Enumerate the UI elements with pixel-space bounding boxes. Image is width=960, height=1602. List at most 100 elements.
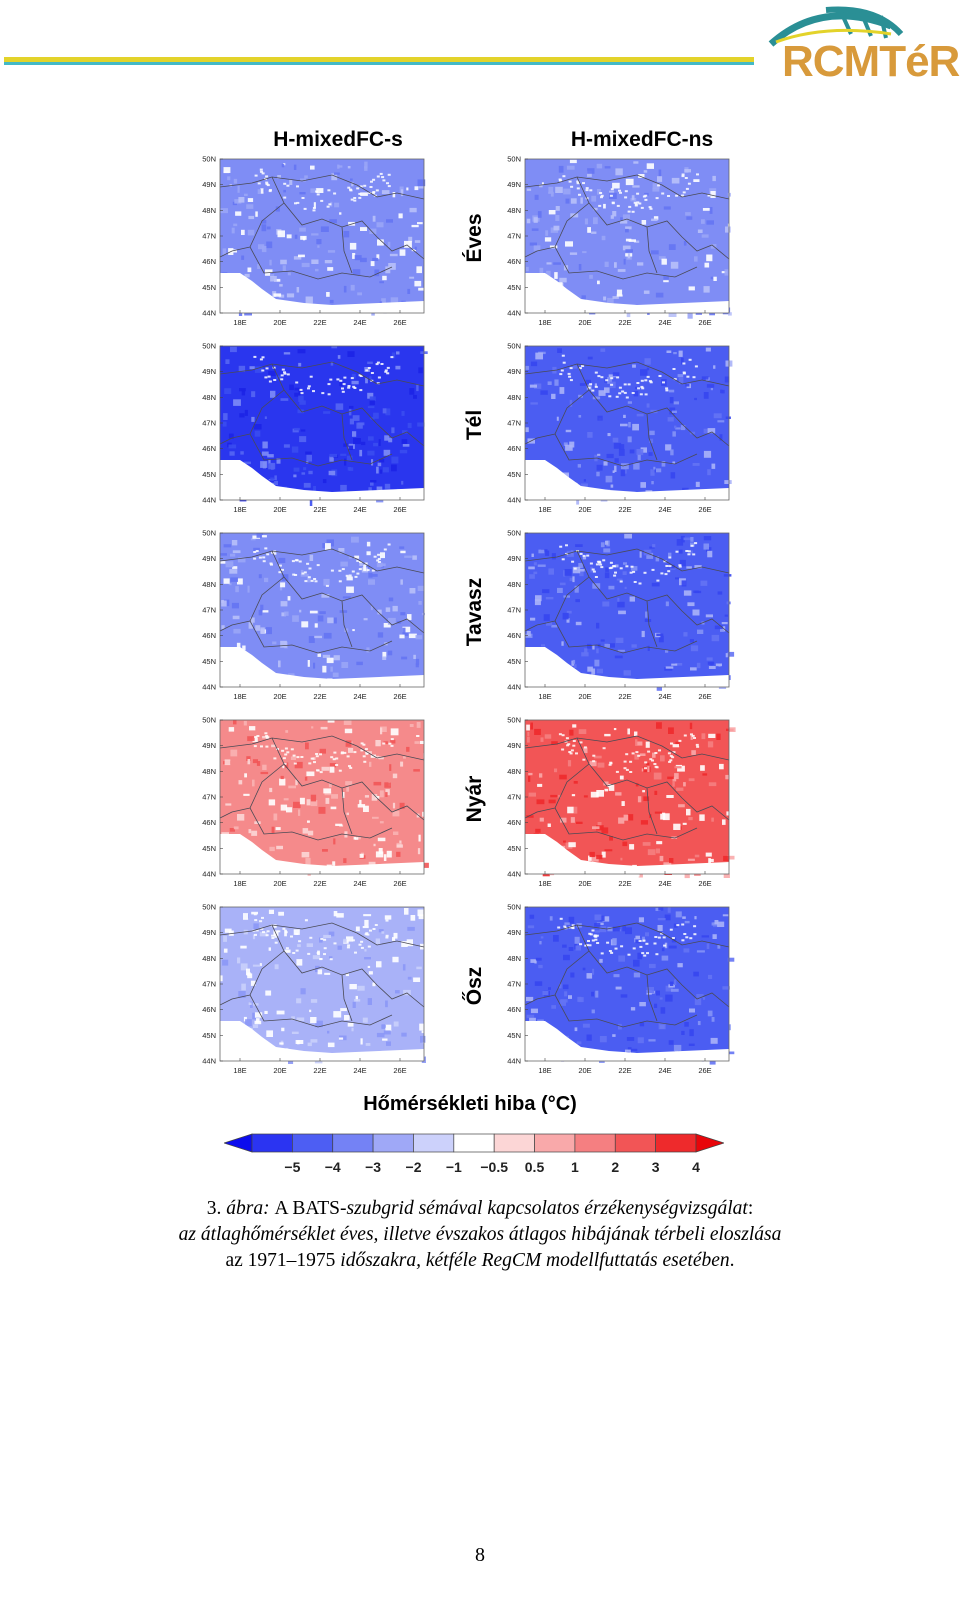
lat-tick-label: 50N xyxy=(202,903,216,912)
colorbar-segment xyxy=(292,1133,334,1153)
lon-tick-label: 20E xyxy=(273,692,286,701)
colorbar-segment xyxy=(655,1133,697,1153)
colorbar-arrow-left xyxy=(224,1133,253,1153)
row-label-tavasz: Tavasz xyxy=(463,577,486,647)
colorbar-title: Hőmérsékleti hiba (°C) xyxy=(363,1093,577,1115)
lon-tick-label: 20E xyxy=(273,1066,286,1075)
lat-tick-label: 50N xyxy=(202,716,216,725)
lat-tick-label: 47N xyxy=(202,980,216,989)
rcmter-logo: RCMTéR xyxy=(782,37,960,86)
colorbar-tick-label: 0.5 xyxy=(525,1159,545,1175)
lat-tick-label: 48N xyxy=(507,393,521,402)
lat-tick-label: 46N xyxy=(507,1005,521,1014)
lon-tick-label: 22E xyxy=(313,505,326,514)
figure-caption: 3. ábra: A BATS-szubgrid sémával kapcsol… xyxy=(80,1196,880,1274)
lon-tick-label: 24E xyxy=(353,879,366,888)
lon-tick-label: 18E xyxy=(538,1066,551,1075)
colorbar-segment xyxy=(413,1133,455,1153)
caption-colon: : xyxy=(747,1198,754,1219)
lat-tick-label: 48N xyxy=(202,580,216,589)
lon-tick-label: 22E xyxy=(313,879,326,888)
lon-tick-label: 24E xyxy=(658,1066,671,1075)
lon-tick-label: 20E xyxy=(578,692,591,701)
lat-tick-label: 50N xyxy=(202,155,216,164)
lon-tick-label: 26E xyxy=(393,505,406,514)
lon-tick-label: 24E xyxy=(658,318,671,327)
row-label-nyar: Nyár xyxy=(463,775,486,823)
lat-tick-label: 50N xyxy=(507,716,521,725)
lon-tick-label: 26E xyxy=(698,505,711,514)
lat-tick-label: 47N xyxy=(507,606,521,615)
lat-tick-label: 46N xyxy=(202,257,216,266)
lat-tick-label: 44N xyxy=(507,1057,521,1066)
lat-tick-label: 45N xyxy=(507,470,521,479)
row-label-osz: Ősz xyxy=(463,966,486,1006)
lon-tick-label: 18E xyxy=(538,505,551,514)
lat-tick-label: 50N xyxy=(507,155,521,164)
lat-tick-label: 48N xyxy=(202,393,216,402)
map-panel-4-ns: 50N 49N 48N 47N 46N 45N 44N 18E 20E 22E 24E 26E xyxy=(497,903,757,1083)
colorbar-tick-label: −2 xyxy=(406,1159,422,1175)
colorbar-tick-label: −1 xyxy=(446,1159,462,1175)
header-rule-teal xyxy=(4,62,754,65)
lon-tick-label: 24E xyxy=(353,692,366,701)
lat-tick-label: 46N xyxy=(507,631,521,640)
colorbar-segment xyxy=(574,1133,616,1153)
colorbar-tick-label: 4 xyxy=(692,1159,700,1175)
caption-line1-text: szubgrid sémával kapcsolatos érzékenység… xyxy=(346,1198,748,1219)
lat-tick-label: 49N xyxy=(202,554,216,563)
lat-tick-label: 49N xyxy=(202,180,216,189)
colorbar-segment xyxy=(534,1133,576,1153)
lon-tick-label: 20E xyxy=(273,505,286,514)
lat-tick-label: 44N xyxy=(507,309,521,318)
lat-tick-label: 45N xyxy=(507,283,521,292)
lat-tick-label: 48N xyxy=(507,206,521,215)
lat-tick-label: 44N xyxy=(202,870,216,879)
map-panel-0-ns: 50N 49N 48N 47N 46N 45N 44N 18E 20E 22E 24E 26E xyxy=(497,155,757,335)
lat-tick-label: 50N xyxy=(507,529,521,538)
lat-tick-label: 50N xyxy=(202,529,216,538)
lat-tick-label: 46N xyxy=(507,444,521,453)
lon-tick-label: 22E xyxy=(618,505,631,514)
lon-tick-label: 18E xyxy=(538,318,551,327)
caption-line3-text: időszakra, kétféle RegCM modellfuttatás … xyxy=(335,1250,730,1271)
lon-tick-label: 20E xyxy=(273,318,286,327)
caption-line-1: 3. ábra: A BATS-szubgrid sémával kapcsol… xyxy=(80,1196,880,1222)
lon-tick-label: 26E xyxy=(393,692,406,701)
lon-tick-label: 22E xyxy=(618,692,631,701)
lat-tick-label: 45N xyxy=(202,283,216,292)
lat-tick-label: 44N xyxy=(507,870,521,879)
lat-tick-label: 50N xyxy=(202,342,216,351)
lat-tick-label: 47N xyxy=(507,232,521,241)
lon-tick-label: 26E xyxy=(698,318,711,327)
lat-tick-label: 45N xyxy=(507,844,521,853)
colorbar-segment xyxy=(332,1133,374,1153)
lat-tick-label: 48N xyxy=(202,954,216,963)
map-panel-3-ns: 50N 49N 48N 47N 46N 45N 44N 18E 20E 22E 24E 26E xyxy=(497,716,757,896)
header-rule-yellow xyxy=(4,57,754,62)
lat-tick-label: 45N xyxy=(202,844,216,853)
lat-tick-label: 46N xyxy=(202,631,216,640)
lat-tick-label: 45N xyxy=(507,657,521,666)
lon-tick-label: 24E xyxy=(658,692,671,701)
lon-tick-label: 18E xyxy=(233,505,246,514)
lon-tick-label: 18E xyxy=(233,1066,246,1075)
map-panel-1-s: 50N 49N 48N 47N 46N 45N 44N 18E 20E 22E 24E 26E xyxy=(192,342,452,522)
lon-tick-label: 26E xyxy=(698,692,711,701)
lon-tick-label: 20E xyxy=(578,505,591,514)
lat-tick-label: 48N xyxy=(202,206,216,215)
lat-tick-label: 49N xyxy=(202,928,216,937)
column-title-s: H-mixedFC-s xyxy=(273,128,403,151)
lon-tick-label: 22E xyxy=(313,1066,326,1075)
column-title-ns: H-mixedFC-ns xyxy=(570,128,714,151)
lat-tick-label: 46N xyxy=(202,1005,216,1014)
row-label-eves: Éves xyxy=(463,213,486,263)
colorbar-arrow-right xyxy=(695,1133,724,1153)
lon-tick-label: 24E xyxy=(353,505,366,514)
colorbar-tick-label: −5 xyxy=(284,1159,300,1175)
lon-tick-label: 24E xyxy=(658,879,671,888)
lon-tick-label: 22E xyxy=(618,318,631,327)
map-panel-3-s: 50N 49N 48N 47N 46N 45N 44N 18E 20E 22E 24E 26E xyxy=(192,716,452,896)
lat-tick-label: 46N xyxy=(202,818,216,827)
lat-tick-label: 50N xyxy=(507,903,521,912)
